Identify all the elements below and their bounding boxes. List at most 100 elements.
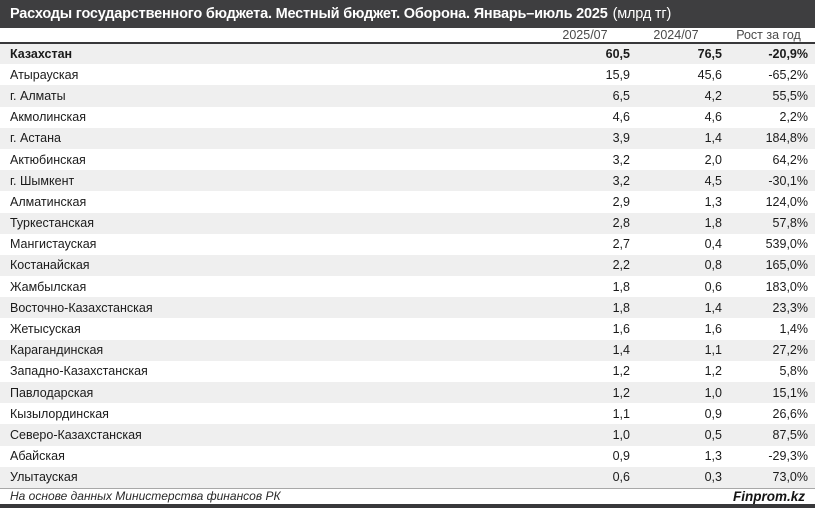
region-name-cell: Алматинская [10, 194, 87, 209]
value-2025-cell: 1,2 [612, 385, 630, 400]
table-row: Павлодарская 1,2 1,0 15,1% [0, 382, 815, 404]
region-name-cell: Акмолинская [10, 110, 86, 125]
growth-cell: 23,3% [772, 300, 808, 315]
value-2025-cell: 15,9 [605, 67, 630, 82]
table-row: Западно-Казахстанская 1,2 1,2 5,8% [0, 361, 815, 382]
publisher-logo: Finprom.kz [732, 488, 805, 504]
value-2025-cell: 1,8 [612, 300, 630, 315]
region-name-cell: Костанайская [10, 258, 90, 273]
value-2025-cell: 60,5 [605, 47, 630, 62]
table-row: Актюбинская 3,2 2,0 64,2% [0, 149, 815, 170]
growth-cell: 55,5% [772, 88, 808, 103]
table-row: Костанайская 2,2 0,8 165,0% [0, 254, 815, 277]
col-header-region [0, 28, 540, 44]
value-2025-cell: 3,2 [612, 173, 630, 188]
value-2025-cell: 0,6 [612, 470, 630, 485]
growth-cell: -65,2% [768, 67, 808, 82]
value-2025-cell: 4,6 [612, 110, 630, 125]
region-name-cell: Улытауская [10, 470, 78, 485]
region-name-cell: Атырауская [10, 67, 79, 82]
growth-cell: 124,0% [765, 194, 808, 209]
table-row: Жетысуская 1,6 1,6 1,4% [0, 318, 815, 339]
value-2024-cell: 0,8 [704, 258, 722, 273]
value-2025-cell: 1,6 [612, 322, 630, 337]
region-name-cell: Мангистауская [10, 237, 97, 252]
table-row: Карагандинская 1,4 1,1 27,2% [0, 339, 815, 361]
value-2025-cell: 2,8 [612, 216, 630, 231]
table-row: Кызылординская 1,1 0,9 26,6% [0, 403, 815, 424]
growth-cell: 87,5% [772, 427, 808, 442]
value-2024-cell: 0,6 [704, 279, 722, 294]
growth-cell: 64,2% [772, 152, 808, 167]
value-2024-cell: 1,8 [704, 216, 722, 231]
value-2025-cell: 1,8 [612, 279, 630, 294]
table-row: г. Астана 3,9 1,4 184,8% [0, 127, 815, 149]
region-name-cell: Кызылординская [10, 406, 109, 421]
growth-cell: 165,0% [765, 258, 808, 273]
footer: На основе данных Министерства финансов Р… [0, 487, 815, 504]
growth-cell: 184,8% [765, 131, 808, 146]
growth-cell: 57,8% [772, 216, 808, 231]
value-2025-cell: 6,5 [612, 88, 630, 103]
value-2024-cell: 1,0 [704, 385, 722, 400]
source-note: На основе данных Министерства финансов Р… [10, 489, 281, 504]
value-2024-cell: 4,2 [704, 88, 722, 103]
value-2025-cell: 1,4 [612, 343, 630, 358]
growth-cell: 5,8% [779, 364, 809, 379]
growth-cell: -20,9% [768, 47, 808, 62]
report-title: Расходы государственного бюджета. Местны… [10, 6, 608, 22]
region-name-cell: Актюбинская [10, 152, 86, 167]
value-2025-cell: 1,1 [612, 406, 630, 421]
value-2024-cell: 1,2 [704, 364, 722, 379]
table-row: Акмолинская 4,6 4,6 2,2% [0, 107, 815, 128]
value-2025-cell: 2,9 [612, 194, 630, 209]
col-header-2025: 2025/07 [540, 28, 630, 44]
region-name-cell: Павлодарская [10, 385, 94, 400]
table-row: г. Шымкент 3,2 4,5 -30,1% [0, 170, 815, 192]
value-2025-cell: 3,2 [612, 152, 630, 167]
value-2024-cell: 2,0 [704, 152, 722, 167]
growth-cell: 15,1% [772, 385, 808, 400]
growth-cell: 27,2% [772, 343, 808, 358]
table-row: Северо-Казахстанская 1,0 0,5 87,5% [0, 424, 815, 446]
value-2025-cell: 1,0 [612, 427, 630, 442]
table-row: Мангистауская 2,7 0,4 539,0% [0, 234, 815, 255]
region-name-cell: г. Шымкент [10, 173, 75, 188]
value-2024-cell: 0,9 [704, 406, 722, 421]
title-bar: Расходы государственного бюджета. Местны… [0, 0, 815, 28]
value-2025-cell: 2,2 [612, 258, 630, 273]
value-2024-cell: 1,4 [704, 131, 722, 146]
growth-cell: 539,0% [765, 237, 808, 252]
value-2024-cell: 1,4 [704, 300, 722, 315]
growth-cell: -30,1% [768, 173, 808, 188]
value-2024-cell: 76,5 [697, 47, 722, 62]
region-name-cell: Карагандинская [10, 343, 104, 358]
value-2024-cell: 0,4 [704, 237, 722, 252]
regions-table: 2025/07 2024/07 Рост за год Казахстан 60,… [0, 28, 815, 488]
col-header-growth: Рост за год [722, 28, 815, 44]
report-unit: (млрд тг) [612, 6, 672, 22]
growth-cell: -29,3% [768, 449, 808, 464]
region-name-cell: Северо-Казахстанская [10, 427, 142, 442]
table-row: Абайская 0,9 1,3 -29,3% [0, 446, 815, 467]
table-row: Улытауская 0,6 0,3 73,0% [0, 466, 815, 488]
region-name-cell: Абайская [10, 449, 65, 464]
bottom-border-bar [0, 504, 815, 508]
growth-cell: 1,4% [779, 322, 809, 337]
value-2024-cell: 45,6 [697, 67, 722, 82]
growth-cell: 26,6% [772, 406, 808, 421]
region-name-cell: Западно-Казахстанская [10, 364, 148, 379]
value-2024-cell: 1,3 [704, 449, 722, 464]
region-name-cell: Жетысуская [10, 322, 81, 337]
table-row: Казахстан 60,5 76,5 -20,9% [0, 43, 815, 65]
region-name-cell: г. Алматы [10, 88, 66, 103]
value-2024-cell: 1,6 [704, 322, 722, 337]
table-row: Алматинская 2,9 1,3 124,0% [0, 191, 815, 212]
region-name-cell: г. Астана [10, 131, 61, 146]
table-row: г. Алматы 6,5 4,2 55,5% [0, 85, 815, 107]
region-name-cell: Восточно-Казахстанская [10, 300, 153, 315]
value-2025-cell: 0,9 [612, 449, 630, 464]
region-name-cell: Туркестанская [10, 216, 94, 231]
table-row: Жамбылская 1,8 0,6 183,0% [0, 276, 815, 297]
